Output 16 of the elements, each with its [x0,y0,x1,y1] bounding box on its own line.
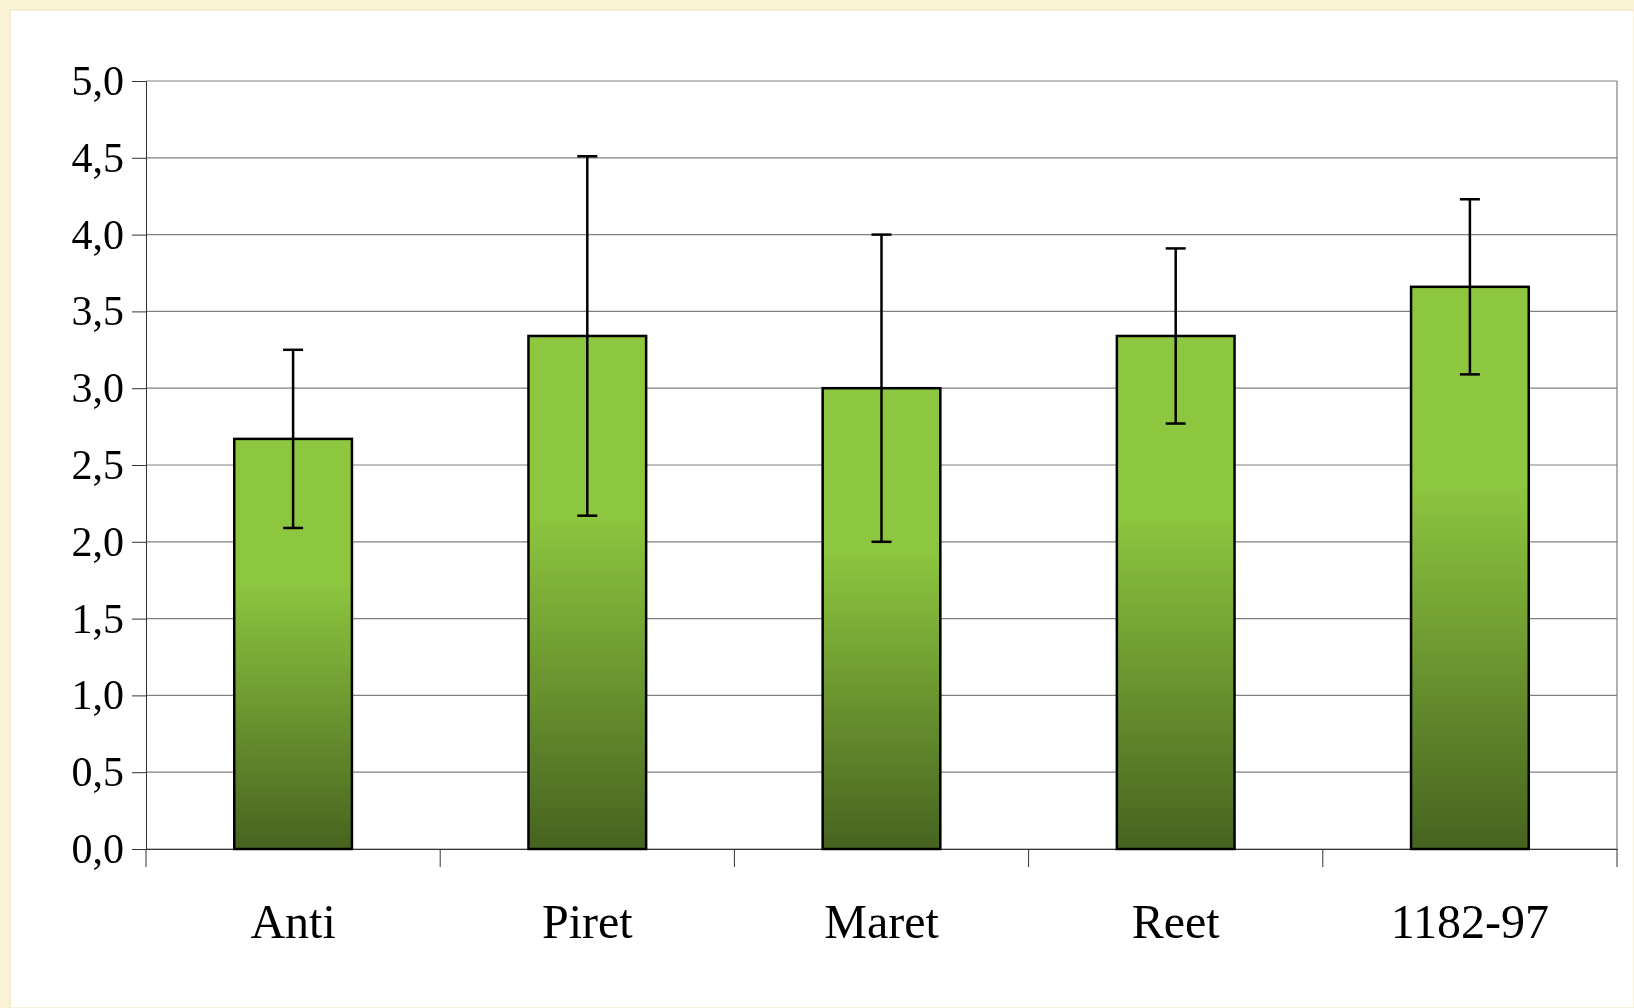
y-tick-label: 3,0 [71,365,124,412]
x-tick-label: Maret [824,895,940,949]
x-tick-label: Reet [1131,895,1221,949]
x-tick-label: 1182-97 [1390,895,1549,949]
y-tick-label: 4,5 [71,134,124,181]
y-tick-label: 1,5 [71,595,124,642]
y-tick-label: 2,0 [71,518,124,565]
y-tick-label: 3,5 [71,288,124,335]
x-tick-label: Piret [541,895,634,949]
y-tick-label: 5,0 [71,57,124,104]
x-tick-label: Anti [250,895,336,949]
y-tick-label: 2,5 [71,441,124,488]
y-tick-label: 4,0 [71,211,124,258]
y-tick-label: 0,5 [71,749,124,796]
y-tick-label: 1,0 [71,672,124,719]
y-tick-label: 0,0 [71,825,124,872]
